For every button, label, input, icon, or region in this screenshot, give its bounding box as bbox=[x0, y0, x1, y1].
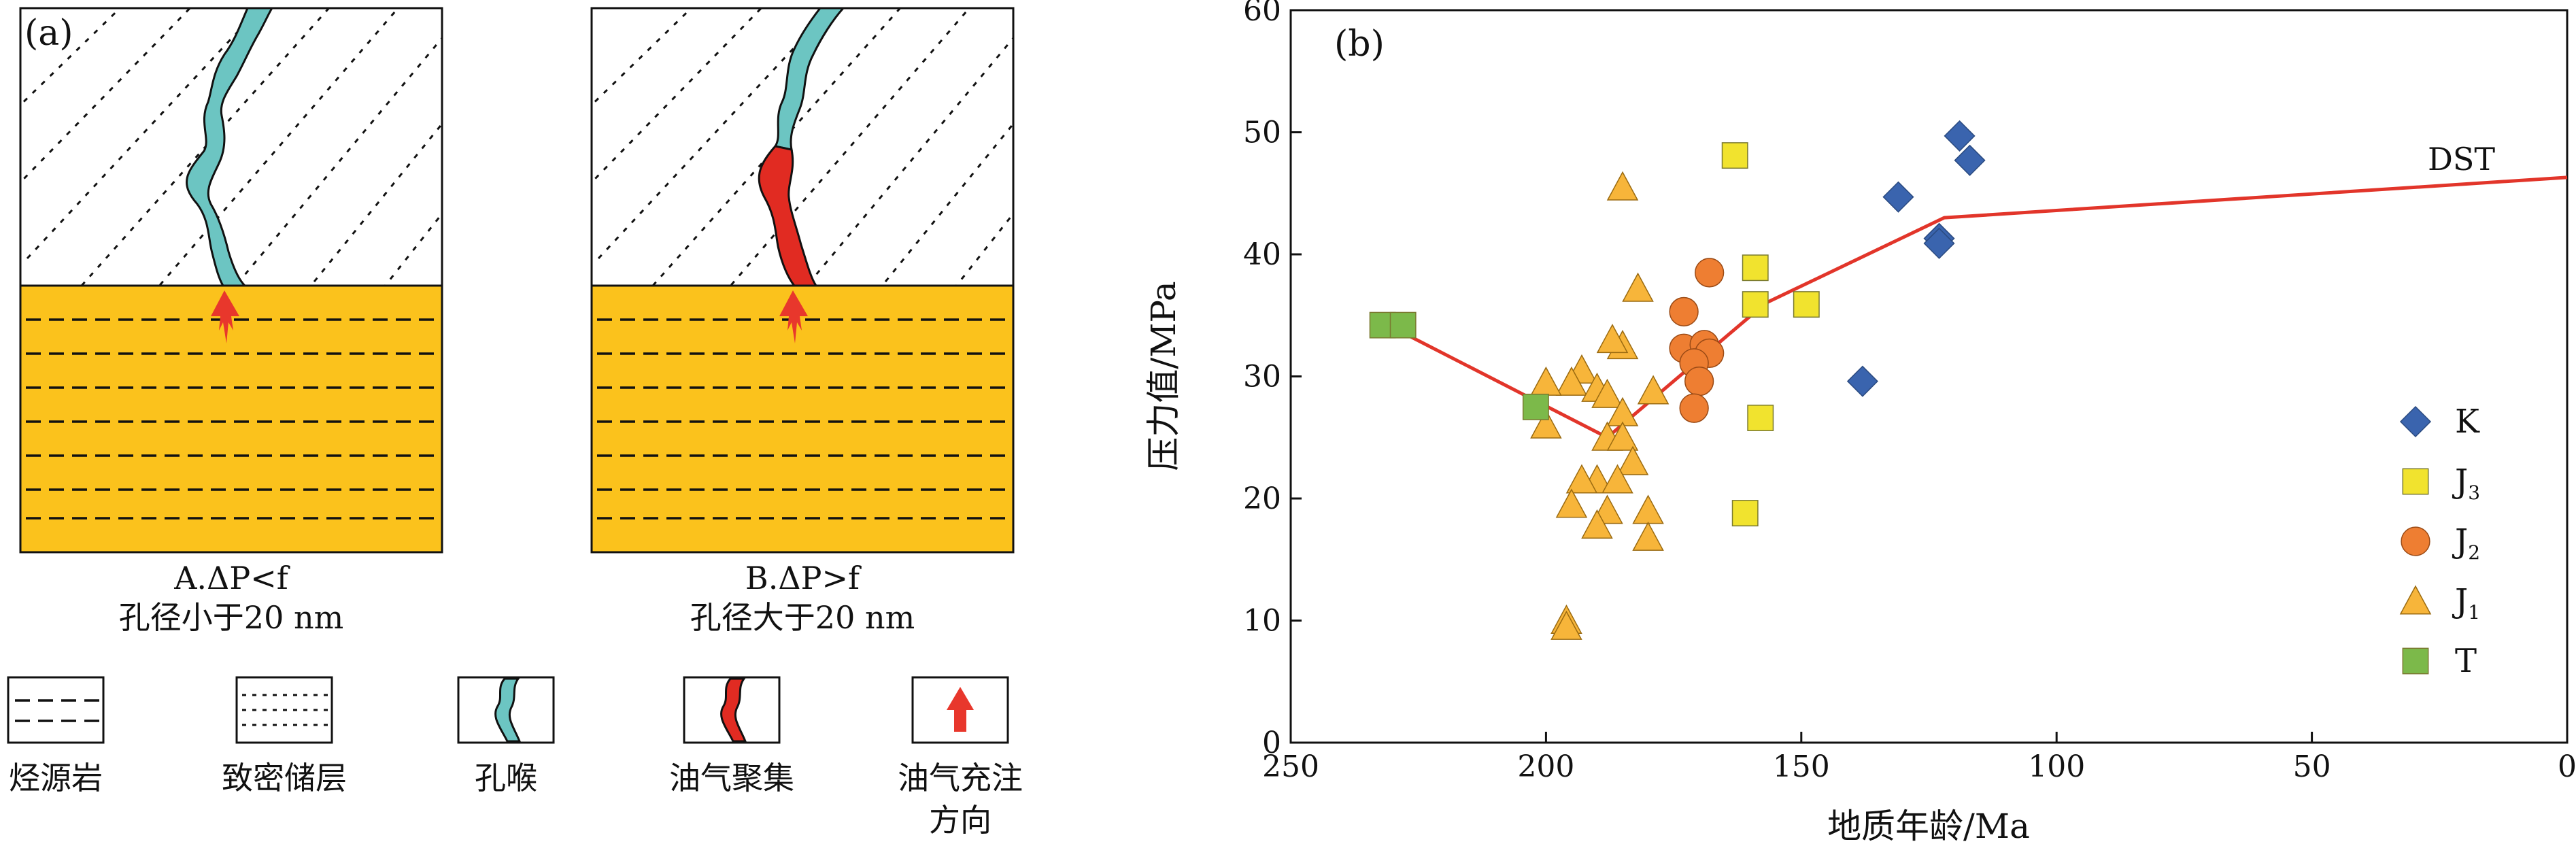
legend-label: K bbox=[2455, 403, 2480, 441]
x-tick-label: 100 bbox=[2028, 749, 2085, 784]
legend-marker-4 bbox=[2402, 647, 2429, 675]
source-rock-label: 烃源岩 bbox=[9, 760, 103, 796]
y-tick-label: 60 bbox=[1243, 0, 1281, 28]
y-tick-label: 50 bbox=[1243, 116, 1281, 150]
point-triangle-3 bbox=[1591, 378, 1623, 408]
point-triangle-3 bbox=[1616, 445, 1649, 475]
chart-legend: K J3 J2 J1 T bbox=[2399, 403, 2480, 680]
legend-label: J3 bbox=[2452, 462, 2480, 504]
data-points bbox=[1369, 120, 1986, 640]
point-triangle-3 bbox=[1606, 421, 1639, 451]
charging-direction-legend-item: 油气充注 方向 bbox=[898, 676, 1023, 839]
dst-line bbox=[1392, 175, 2568, 439]
x-tick-label: 200 bbox=[1517, 749, 1574, 784]
legend-marker-0 bbox=[2399, 405, 2432, 438]
panel-a: (a) A.ΔP<f 孔径小于20 nm B.ΔP>f 孔径大于20 nm 烃源… bbox=[7, 7, 1023, 839]
point-square-1 bbox=[1747, 405, 1774, 431]
charging-direction-label-2: 方向 bbox=[929, 802, 992, 839]
point-square-1 bbox=[1742, 291, 1769, 318]
point-triangle-3 bbox=[1530, 366, 1562, 396]
y-axis: 0 10 20 30 40 50 60 bbox=[1243, 0, 1302, 760]
tight-reservoir-legend-item: 致密储层 bbox=[222, 676, 347, 796]
legend-label: J1 bbox=[2452, 582, 2480, 624]
box-case-a bbox=[19, 7, 443, 554]
source-rock-fill bbox=[592, 286, 1013, 552]
dst-trend bbox=[1392, 175, 2568, 439]
oil-gas-accumulation-legend-item: 油气聚集 bbox=[669, 676, 794, 796]
tight-reservoir-label: 致密储层 bbox=[222, 760, 347, 796]
source-rock-fill bbox=[20, 286, 442, 552]
point-triangle-3 bbox=[1565, 464, 1598, 494]
point-triangle-3 bbox=[1581, 509, 1613, 539]
x-tick-label: 250 bbox=[1262, 749, 1319, 784]
y-tick-label: 30 bbox=[1243, 360, 1281, 394]
plot-frame bbox=[1289, 9, 2569, 744]
point-triangle-3 bbox=[1601, 464, 1633, 494]
point-square-1 bbox=[1793, 291, 1820, 318]
point-diamond-0 bbox=[1944, 120, 1976, 152]
point-square-1 bbox=[1742, 254, 1769, 282]
legend-marker-3 bbox=[2399, 585, 2432, 615]
case-a-line2: 孔径小于20 nm bbox=[119, 599, 343, 636]
point-triangle-3 bbox=[1622, 272, 1654, 302]
y-tick-label: 40 bbox=[1243, 237, 1281, 272]
point-triangle-3 bbox=[1530, 409, 1562, 439]
x-tick-label: 50 bbox=[2293, 749, 2331, 784]
oil-gas-accumulation-icon bbox=[720, 677, 747, 743]
point-circle-2 bbox=[1695, 258, 1725, 288]
point-diamond-0 bbox=[1923, 227, 1955, 259]
y-tick-label: 0 bbox=[1262, 726, 1281, 760]
charging-arrow-b bbox=[779, 290, 808, 343]
point-triangle-3 bbox=[1550, 610, 1582, 640]
oil-gas-accumulation-label: 油气聚集 bbox=[669, 760, 794, 796]
charging-direction-label-1: 油气充注 bbox=[898, 760, 1023, 796]
point-diamond-0 bbox=[1954, 144, 1986, 176]
box-case-b bbox=[590, 7, 1015, 554]
legend-marker-2 bbox=[2401, 526, 2430, 556]
point-circle-2 bbox=[1684, 367, 1714, 396]
legend-label: J2 bbox=[2452, 522, 2480, 564]
source-rock-legend-item: 烃源岩 bbox=[7, 676, 105, 796]
point-triangle-3 bbox=[1637, 375, 1670, 405]
y-axis-label: 压力值/MPa bbox=[1144, 281, 1183, 471]
point-diamond-0 bbox=[1882, 181, 1914, 213]
point-circle-2 bbox=[1679, 393, 1709, 423]
x-axis: 250 200 150 100 50 0 bbox=[1262, 732, 2576, 784]
point-square-1 bbox=[1721, 142, 1748, 169]
case-a-line1: A.ΔP<f bbox=[173, 560, 290, 596]
x-axis-label: 地质年龄/Ma bbox=[1827, 807, 2030, 846]
x-tick-label: 150 bbox=[1773, 749, 1830, 784]
panel-a-label: (a) bbox=[24, 13, 73, 54]
point-triangle-3 bbox=[1606, 171, 1639, 201]
point-square-4 bbox=[1389, 311, 1417, 339]
point-triangle-3 bbox=[1632, 494, 1664, 524]
panel-b-chart: 250 200 150 100 50 0 0 10 20 30 40 50 60 (b) DST 地质… bbox=[1144, 0, 2576, 846]
pore-throat-shape bbox=[186, 7, 274, 287]
legend-label: T bbox=[2455, 642, 2477, 680]
point-diamond-0 bbox=[1846, 365, 1878, 397]
panel-a-legend: 烃源岩 致密储层 孔喉 油气聚集 bbox=[7, 676, 1023, 839]
point-triangle-3 bbox=[1596, 324, 1629, 354]
panel-b-label: (b) bbox=[1334, 24, 1385, 65]
charging-direction-arrow-icon bbox=[947, 687, 974, 732]
charging-arrow-a bbox=[211, 290, 239, 343]
x-tick-label: 0 bbox=[2558, 749, 2576, 784]
point-square-4 bbox=[1522, 393, 1549, 420]
dst-label: DST bbox=[2428, 141, 2495, 177]
source-rock-pattern bbox=[7, 676, 105, 744]
y-tick-label: 20 bbox=[1243, 481, 1281, 516]
pore-throat-label: 孔喉 bbox=[475, 760, 537, 796]
point-triangle-3 bbox=[1555, 488, 1588, 518]
point-triangle-3 bbox=[1632, 521, 1664, 551]
case-b-line2: 孔径大于20 nm bbox=[690, 599, 915, 636]
point-circle-2 bbox=[1669, 297, 1699, 327]
legend-marker-1 bbox=[2402, 468, 2429, 495]
pore-throat-legend-item: 孔喉 bbox=[457, 676, 555, 796]
case-b-line1: B.ΔP>f bbox=[745, 560, 862, 596]
point-triangle-3 bbox=[1555, 366, 1588, 396]
y-tick-label: 10 bbox=[1243, 604, 1281, 639]
pore-throat-icon bbox=[494, 677, 522, 743]
point-square-1 bbox=[1731, 500, 1759, 526]
